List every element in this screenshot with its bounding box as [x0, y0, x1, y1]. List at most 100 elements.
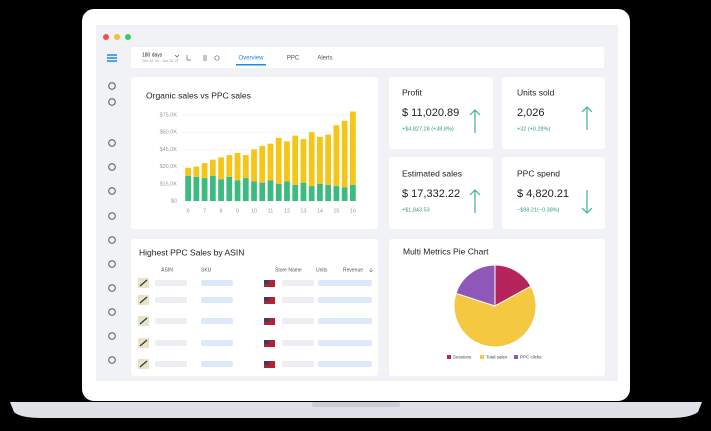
- column-header: Units: [316, 267, 328, 273]
- tab-underline: [236, 64, 266, 66]
- card: [502, 77, 605, 149]
- bar-segment: [317, 136, 323, 184]
- bar-segment: [218, 179, 224, 201]
- tool-icon[interactable]: [186, 55, 207, 61]
- bar-segment: [267, 180, 274, 201]
- pie-slice: [453, 285, 537, 348]
- placeholder: [155, 318, 187, 324]
- up-arrow: [469, 109, 481, 133]
- tab[interactable]: Overview: [238, 56, 264, 62]
- card-title: PPC spend: [517, 168, 560, 178]
- bar-segment: [185, 175, 192, 201]
- bar-segment: [226, 155, 233, 177]
- bar-segment: [308, 132, 315, 187]
- tab[interactable]: PPC: [287, 56, 300, 62]
- legend-label: Total sales: [486, 355, 508, 360]
- bar-segment: [242, 155, 249, 179]
- pie-slice: [494, 264, 532, 307]
- bar-segment: [193, 176, 200, 201]
- bar-segment: [251, 149, 257, 182]
- x-tick-label: 13: [300, 208, 306, 214]
- bar-segment: [259, 145, 266, 183]
- placeholder: [201, 297, 233, 303]
- bar-segment: [185, 167, 192, 176]
- down-arrow: [581, 190, 593, 214]
- bar-segment: [226, 176, 233, 201]
- product-icon: [139, 279, 148, 287]
- card-title: Units sold: [517, 87, 555, 97]
- sidebar-icon: [108, 236, 116, 244]
- flag: [264, 318, 269, 322]
- placeholder: [201, 280, 233, 286]
- bar-segment: [234, 180, 241, 201]
- window-dot: [103, 34, 109, 40]
- placeholder: [155, 297, 187, 303]
- y-tick-label: $0: [171, 198, 177, 204]
- x-tick-label: 14: [317, 208, 323, 214]
- bar-segment: [284, 181, 290, 201]
- card-title: Profit: [402, 87, 422, 97]
- legend-label: Sessions: [453, 355, 472, 360]
- bar-segment: [275, 183, 282, 201]
- up-arrow: [469, 189, 481, 213]
- card-title: Estimated sales: [402, 168, 462, 178]
- bar-segment: [251, 181, 257, 201]
- x-tick-label: 7: [203, 208, 206, 214]
- bar-segment: [259, 182, 266, 201]
- flag: [264, 318, 275, 325]
- placeholder: [318, 318, 372, 324]
- flag: [264, 340, 275, 347]
- y-tick-label: $30,0K: [160, 164, 178, 170]
- range: 180 days: [142, 52, 163, 58]
- placeholder: [318, 280, 372, 286]
- placeholder: [282, 340, 314, 346]
- sidebar-icon: [108, 163, 116, 171]
- bar-segment: [300, 182, 307, 201]
- table-rows: [138, 278, 372, 369]
- card: [389, 157, 493, 229]
- flag: [264, 280, 269, 284]
- legend-label: PPC clicks: [520, 355, 542, 360]
- flag: [264, 297, 269, 301]
- product-icon: [139, 317, 148, 325]
- tool-icon[interactable]: [214, 55, 220, 61]
- placeholder: [282, 318, 314, 324]
- bar-segment: [284, 141, 290, 182]
- tab[interactable]: Alerts: [317, 56, 332, 62]
- placeholder: [201, 318, 233, 324]
- pie-slice: [455, 264, 496, 307]
- flag: [264, 361, 275, 368]
- flag: [264, 297, 275, 304]
- bar-segment: [242, 178, 249, 201]
- bar-segment: [333, 186, 340, 201]
- sidebar-icon: [108, 356, 116, 364]
- card-value: $ 4,820.21: [517, 188, 569, 200]
- bar-segment: [209, 175, 216, 201]
- bar-segment: [300, 139, 307, 183]
- x-tick-label: 8: [220, 208, 223, 214]
- x-tick-label: 15: [333, 208, 339, 214]
- placeholder: [155, 280, 187, 286]
- bar-segment: [218, 157, 224, 180]
- sidebar-icon: [108, 82, 116, 90]
- bar-segment: [201, 178, 208, 201]
- card-value: 2,026: [517, 107, 545, 119]
- laptop-base: [10, 402, 702, 418]
- placeholder: [155, 340, 187, 346]
- legend-swatch: [447, 355, 451, 359]
- sort-icon[interactable]: [368, 268, 374, 273]
- sidebar-icon: [108, 187, 116, 195]
- card-change: +$4,827.28 (+38.8%): [402, 126, 454, 132]
- legend-swatch: [480, 355, 484, 359]
- x-tick-label: 12: [284, 208, 290, 214]
- dropdown[interactable]: [174, 54, 180, 58]
- sidebar-icon: [108, 212, 116, 220]
- placeholder: [155, 361, 187, 367]
- sidebar: [107, 54, 117, 364]
- bar-segment: [234, 152, 241, 181]
- bar-segment: [275, 137, 282, 184]
- sidebar-icon: [108, 139, 116, 147]
- card-change: −$98.21(−0.38%): [517, 207, 560, 213]
- logo: [107, 54, 117, 62]
